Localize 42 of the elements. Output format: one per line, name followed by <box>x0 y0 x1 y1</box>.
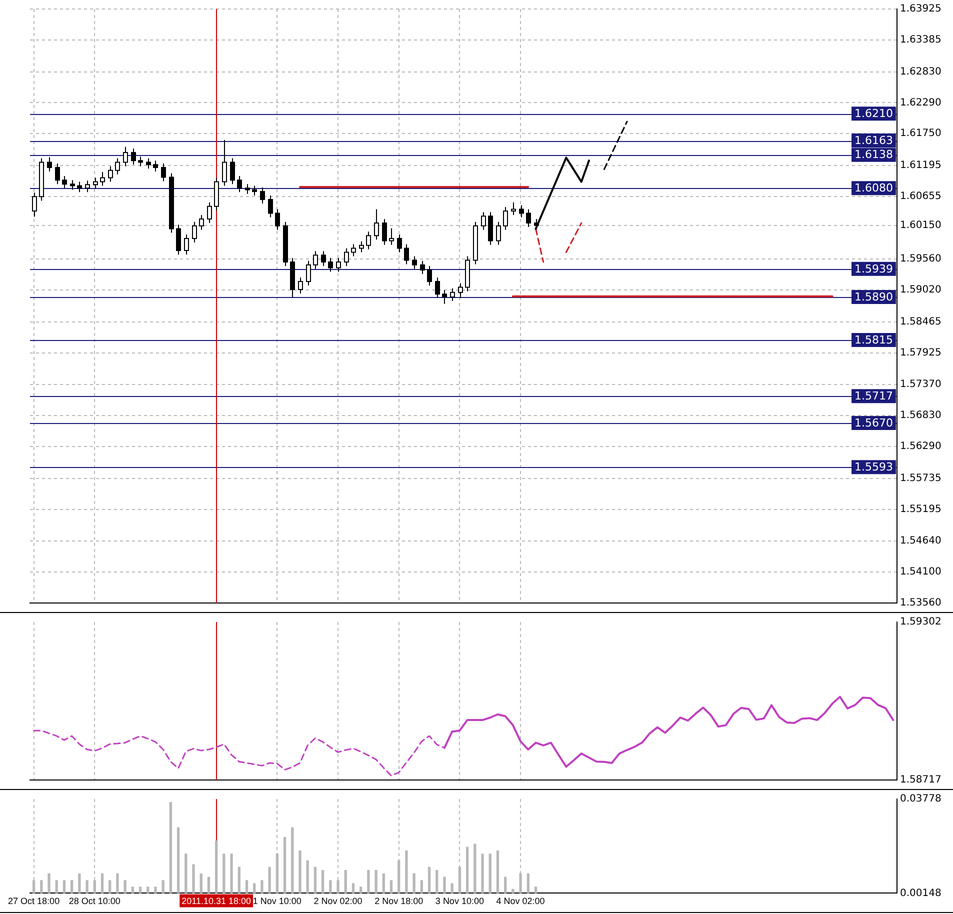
x-tick-label: 2 Nov 02:00 <box>314 896 362 906</box>
y-tick-label: 1.57925 <box>900 347 942 358</box>
y-tick-label: 1.55195 <box>900 504 942 515</box>
y-tick-label: 1.58717 <box>900 774 942 786</box>
x-tick-label: 27 Oct 18:00 <box>8 896 60 906</box>
y-tick-label: 0.00148 <box>900 888 942 899</box>
ref-line-label: 1.5717 <box>854 389 894 402</box>
y-tick-label: 0.03778 <box>900 794 942 805</box>
y-tick-label: 1.57370 <box>900 379 942 390</box>
y-tick-label: 1.56290 <box>900 441 942 452</box>
x-tick-label: 3 Nov 10:00 <box>435 896 484 906</box>
ref-line-label: 1.6163 <box>854 134 894 147</box>
ref-line-label: 1.5670 <box>854 416 894 430</box>
y-tick-label: 1.63385 <box>900 34 942 46</box>
y-tick-label: 1.53560 <box>900 598 942 609</box>
y-tick-label: 1.54100 <box>900 566 942 578</box>
y-tick-label: 1.61750 <box>900 128 942 140</box>
y-tick-label: 1.63925 <box>900 4 942 15</box>
ref-line-label: 1.6138 <box>854 148 894 162</box>
y-tick-label: 1.59020 <box>900 284 942 296</box>
y-tick-label: 1.62830 <box>900 66 942 78</box>
y-tick-label: 1.61195 <box>900 160 942 172</box>
ref-line-label: 1.6080 <box>854 181 894 194</box>
y-tick-label: 1.60150 <box>900 220 942 231</box>
y-tick-label: 1.60655 <box>900 190 942 202</box>
y-tick-label: 1.56830 <box>900 410 942 422</box>
ref-line-label: 1.5815 <box>854 333 894 346</box>
x-tick-label: 2 Nov 18:00 <box>374 896 424 906</box>
x-tick-label: 28 Oct 10:00 <box>68 896 120 906</box>
x-tick-label: 2011.10.31 18:00 <box>182 896 252 906</box>
x-tick-label: 4 Nov 02:00 <box>496 896 545 906</box>
y-tick-label: 1.54640 <box>900 536 942 547</box>
y-tick-label: 1.55735 <box>900 472 942 484</box>
y-tick-label: 1.59302 <box>900 616 942 628</box>
x-tick-label: 1 Nov 10:00 <box>252 896 302 906</box>
ref-line-label: 1.5593 <box>854 460 894 474</box>
y-tick-label: 1.59560 <box>900 254 942 265</box>
ref-line-label: 1.5939 <box>854 262 894 276</box>
y-tick-label: 1.58465 <box>900 316 942 328</box>
ref-line-label: 1.6210 <box>854 106 894 120</box>
ref-line-label: 1.5890 <box>854 290 894 304</box>
y-tick-label: 1.62290 <box>900 97 942 108</box>
